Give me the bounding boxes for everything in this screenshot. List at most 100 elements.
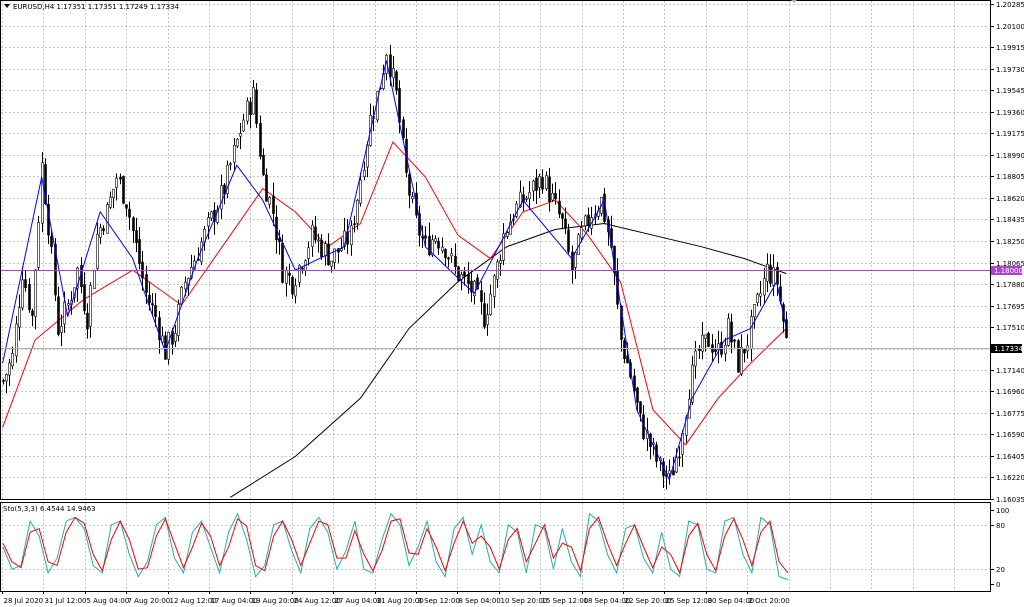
candle-body	[122, 176, 125, 204]
stoch-grid	[1, 503, 990, 591]
candle-body	[174, 333, 177, 342]
candle-body	[307, 247, 310, 259]
price-tick-label: 1.19360	[996, 109, 1024, 117]
candle-body	[486, 314, 489, 325]
candle-body	[620, 305, 623, 340]
candle-body	[324, 243, 327, 256]
current-price-label: 1.17334	[994, 345, 1023, 353]
candle-body	[265, 174, 268, 202]
time-tick-label: 24 Aug 12:00	[294, 597, 341, 605]
candle-body	[180, 286, 183, 305]
candle-body	[249, 101, 252, 115]
candle-body	[759, 292, 762, 297]
price-tick-label: 1.17880	[996, 281, 1024, 289]
candle-body	[675, 457, 678, 473]
candle-body	[333, 248, 336, 263]
candle-body	[86, 312, 89, 330]
candle-body	[470, 280, 473, 293]
price-tick-label: 1.19545	[996, 87, 1024, 95]
candle-body	[135, 230, 138, 243]
candle-body	[750, 316, 753, 349]
candle-body	[541, 177, 544, 190]
time-tick-label: 31 Aug 20:00	[377, 597, 424, 605]
candle-body	[408, 173, 411, 196]
candle-body	[151, 303, 154, 306]
candle-body	[278, 237, 281, 243]
candle-body	[177, 304, 180, 336]
time-tick-label: 18 Sep 04:00	[584, 597, 631, 605]
candle-body	[272, 195, 275, 214]
candle-body	[44, 164, 47, 205]
candle-body	[112, 188, 115, 198]
stoch-tick-label: 80	[996, 522, 1005, 530]
candle-body	[291, 276, 294, 295]
candle-body	[268, 196, 271, 205]
price-tick-label: 1.18435	[996, 216, 1024, 224]
candle-body	[356, 200, 359, 224]
candle-body	[554, 192, 557, 200]
candle-body	[11, 353, 14, 367]
candle-body	[161, 335, 164, 343]
candle-body	[233, 145, 236, 163]
chart-title: EURUSD,H4 1.17351 1.17351 1.17249 1.1733…	[13, 3, 180, 11]
candle-body	[545, 175, 548, 189]
candle-body	[389, 54, 392, 77]
candle-body	[538, 176, 541, 188]
price-tick-label: 1.16405	[996, 453, 1024, 461]
candle-body	[119, 176, 122, 180]
candle-body	[428, 235, 431, 255]
scroll-marker-icon[interactable]	[791, 0, 797, 3]
candle-body	[564, 218, 567, 229]
candle-body	[76, 267, 79, 289]
price-tick-label: 1.17510	[996, 324, 1024, 332]
candle-body	[41, 162, 44, 224]
candle-body	[236, 138, 239, 147]
candle-body	[353, 223, 356, 226]
candle-body	[15, 323, 18, 357]
candle-body	[392, 68, 395, 79]
candle-body	[402, 119, 405, 139]
candle-body	[50, 236, 53, 248]
candle-body	[24, 279, 27, 289]
price-tick-label: 1.18620	[996, 195, 1024, 203]
candle-body	[350, 225, 353, 246]
candle-body	[207, 217, 210, 227]
time-tick-label: 5 Aug 04:00	[87, 597, 130, 605]
candle-body	[558, 200, 561, 215]
candle-body	[424, 235, 427, 239]
candle-body	[740, 347, 743, 375]
price-tick-label: 1.18805	[996, 173, 1024, 181]
price-tick-label: 1.16775	[996, 410, 1024, 418]
candle-body	[639, 401, 642, 414]
candle-body	[743, 349, 746, 354]
candle-body	[519, 191, 522, 208]
candle-body	[317, 239, 320, 242]
candle-body	[314, 226, 317, 241]
triangle-down-icon[interactable]	[4, 4, 10, 8]
candle-body	[320, 239, 323, 258]
ma-mid-line	[2, 141, 787, 446]
candle-body	[730, 321, 733, 343]
candle-body	[93, 270, 96, 289]
candle-body	[83, 284, 86, 312]
stoch-tick-label: 100	[996, 507, 1009, 515]
candle-body	[184, 281, 187, 290]
price-tick-label: 1.16590	[996, 431, 1024, 439]
candle-body	[704, 334, 707, 339]
time-tick-label: 28 Jul 2020	[4, 597, 44, 605]
candle-body	[441, 246, 444, 252]
candle-body	[21, 279, 24, 309]
candle-body	[31, 310, 34, 316]
candle-body	[476, 277, 479, 290]
candle-body	[769, 264, 772, 284]
candle-body	[216, 209, 219, 223]
candle-body	[551, 192, 554, 201]
time-tick-label: 19 Aug 20:00	[252, 597, 299, 605]
candle-body	[584, 215, 587, 227]
candle-body	[483, 303, 486, 328]
candle-body	[668, 470, 671, 475]
candle-body	[89, 285, 92, 327]
candle-body	[447, 257, 450, 260]
candle-body	[785, 319, 788, 338]
